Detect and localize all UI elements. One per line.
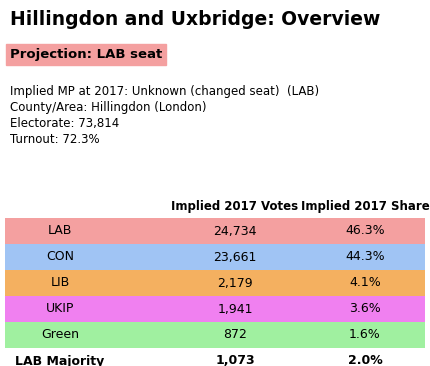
Text: Hillingdon and Uxbridge: Overview: Hillingdon and Uxbridge: Overview	[10, 10, 381, 29]
Text: LIB: LIB	[50, 276, 70, 290]
Bar	[5, 244, 425, 270]
Text: 2.0%: 2.0%	[347, 355, 382, 366]
Text: 24,734: 24,734	[213, 224, 257, 238]
Text: County/Area: Hillingdon (London): County/Area: Hillingdon (London)	[10, 101, 206, 114]
Text: 46.3%: 46.3%	[345, 224, 385, 238]
Text: Electorate: 73,814: Electorate: 73,814	[10, 117, 119, 130]
Text: Implied 2017 Votes: Implied 2017 Votes	[172, 200, 298, 213]
Bar	[5, 348, 425, 366]
Text: Implied MP at 2017: Unknown (changed seat)  (LAB): Implied MP at 2017: Unknown (changed sea…	[10, 85, 319, 98]
Text: 4.1%: 4.1%	[349, 276, 381, 290]
Bar	[5, 322, 425, 348]
Text: LAB: LAB	[48, 224, 72, 238]
Text: 1.6%: 1.6%	[349, 329, 381, 341]
Text: 23,661: 23,661	[213, 250, 257, 264]
Text: UKIP: UKIP	[46, 303, 74, 315]
Text: LAB Majority: LAB Majority	[15, 355, 104, 366]
Text: 1,941: 1,941	[217, 303, 253, 315]
Text: Green: Green	[41, 329, 79, 341]
Bar	[5, 270, 425, 296]
Text: 44.3%: 44.3%	[345, 250, 385, 264]
Text: Implied 2017 Share: Implied 2017 Share	[301, 200, 430, 213]
Text: Turnout: 72.3%: Turnout: 72.3%	[10, 133, 100, 146]
Bar	[5, 296, 425, 322]
Text: Projection: LAB seat: Projection: LAB seat	[10, 48, 162, 61]
Text: 2,179: 2,179	[217, 276, 253, 290]
Text: 3.6%: 3.6%	[349, 303, 381, 315]
Text: CON: CON	[46, 250, 74, 264]
Text: 872: 872	[223, 329, 247, 341]
Text: 1,073: 1,073	[215, 355, 255, 366]
Bar	[5, 218, 425, 244]
